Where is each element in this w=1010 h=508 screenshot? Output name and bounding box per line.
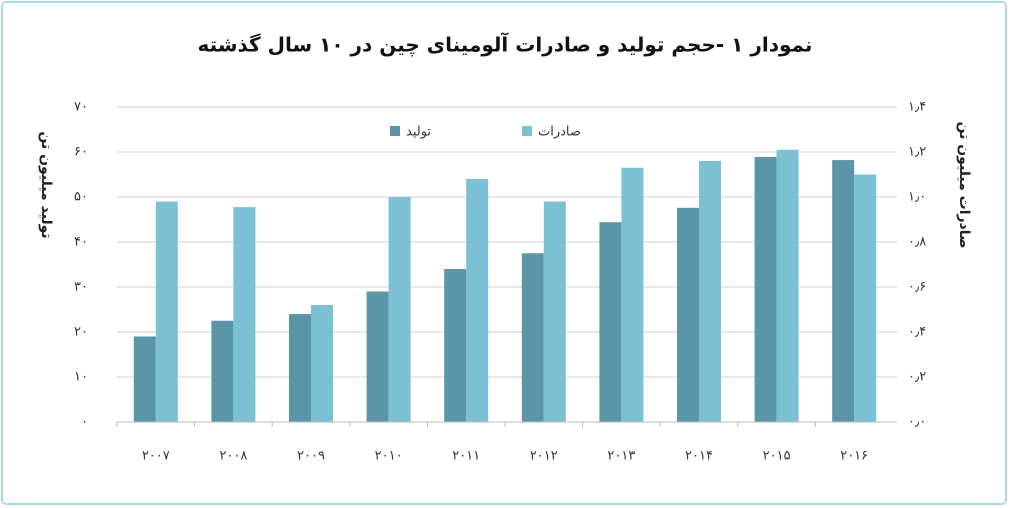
bar: [133, 336, 156, 422]
y2-tick-label: ۱٫۲: [908, 145, 926, 160]
legend-swatch: [390, 126, 400, 136]
y-tick-label: ۲۰: [74, 325, 88, 340]
y-tick-label: ۴۰: [74, 235, 88, 250]
bar: [599, 222, 622, 422]
legend-label: صادرات: [538, 125, 581, 140]
bar: [543, 201, 566, 422]
bar: [233, 207, 256, 422]
bar: [155, 201, 178, 422]
x-tick-label: ۲۰۰۸: [219, 449, 247, 464]
bar: [211, 320, 234, 422]
x-tick-label: ۲۰۱۴: [685, 449, 713, 464]
legend-swatch: [522, 126, 532, 136]
bar: [621, 167, 644, 422]
y-tick-label: ۳۰: [74, 280, 88, 295]
x-tick-label: ۲۰۱۱: [452, 449, 480, 464]
bar: [289, 314, 311, 422]
y-tick-label: ۶۰: [74, 145, 88, 160]
x-tick-label: ۲۰۰۹: [297, 449, 325, 464]
bar: [677, 207, 699, 422]
y-tick-label: ۵۰: [74, 190, 88, 205]
y2-tick-label: ۰٫۰: [908, 415, 926, 430]
y-axis-title: تولید میلیون تن: [38, 131, 54, 238]
y-tick-label: ۷۰: [74, 100, 88, 115]
y2-tick-label: ۰٫۲: [908, 370, 926, 385]
y2-tick-label: ۰٫۶: [908, 280, 926, 295]
bar: [466, 179, 489, 422]
y2-tick-label: ۰٫۴: [908, 325, 926, 340]
y2-tick-label: ۰٫۸: [908, 235, 926, 250]
bar: [776, 149, 799, 422]
bar: [832, 160, 855, 422]
y-tick-label: ۰: [81, 415, 88, 430]
bar: [311, 305, 333, 422]
x-tick-label: ۲۰۱۳: [607, 449, 635, 464]
bar: [388, 197, 411, 422]
x-tick-label: ۲۰۰۷: [142, 449, 170, 464]
bar: [366, 291, 389, 422]
chart-title: نمودار ۱ -حجم تولید و صادرات آلومینای چی…: [198, 32, 813, 58]
bar: [854, 174, 877, 422]
y2-tick-label: ۱٫۴: [908, 100, 926, 115]
bar: [699, 161, 721, 422]
x-tick-label: ۲۰۱۰: [375, 449, 403, 464]
y-tick-label: ۱۰: [74, 370, 88, 385]
x-tick-label: ۲۰۱۶: [840, 449, 868, 464]
bar: [444, 269, 467, 422]
bar: [521, 253, 544, 422]
bar: [754, 156, 777, 422]
y2-axis-title: صادرات میلیون تن: [956, 121, 972, 248]
legend-label: تولید: [406, 125, 431, 140]
x-tick-label: ۲۰۱۲: [530, 449, 558, 464]
y2-tick-label: ۱٫۰: [908, 190, 926, 205]
x-tick-label: ۲۰۱۵: [763, 449, 791, 464]
